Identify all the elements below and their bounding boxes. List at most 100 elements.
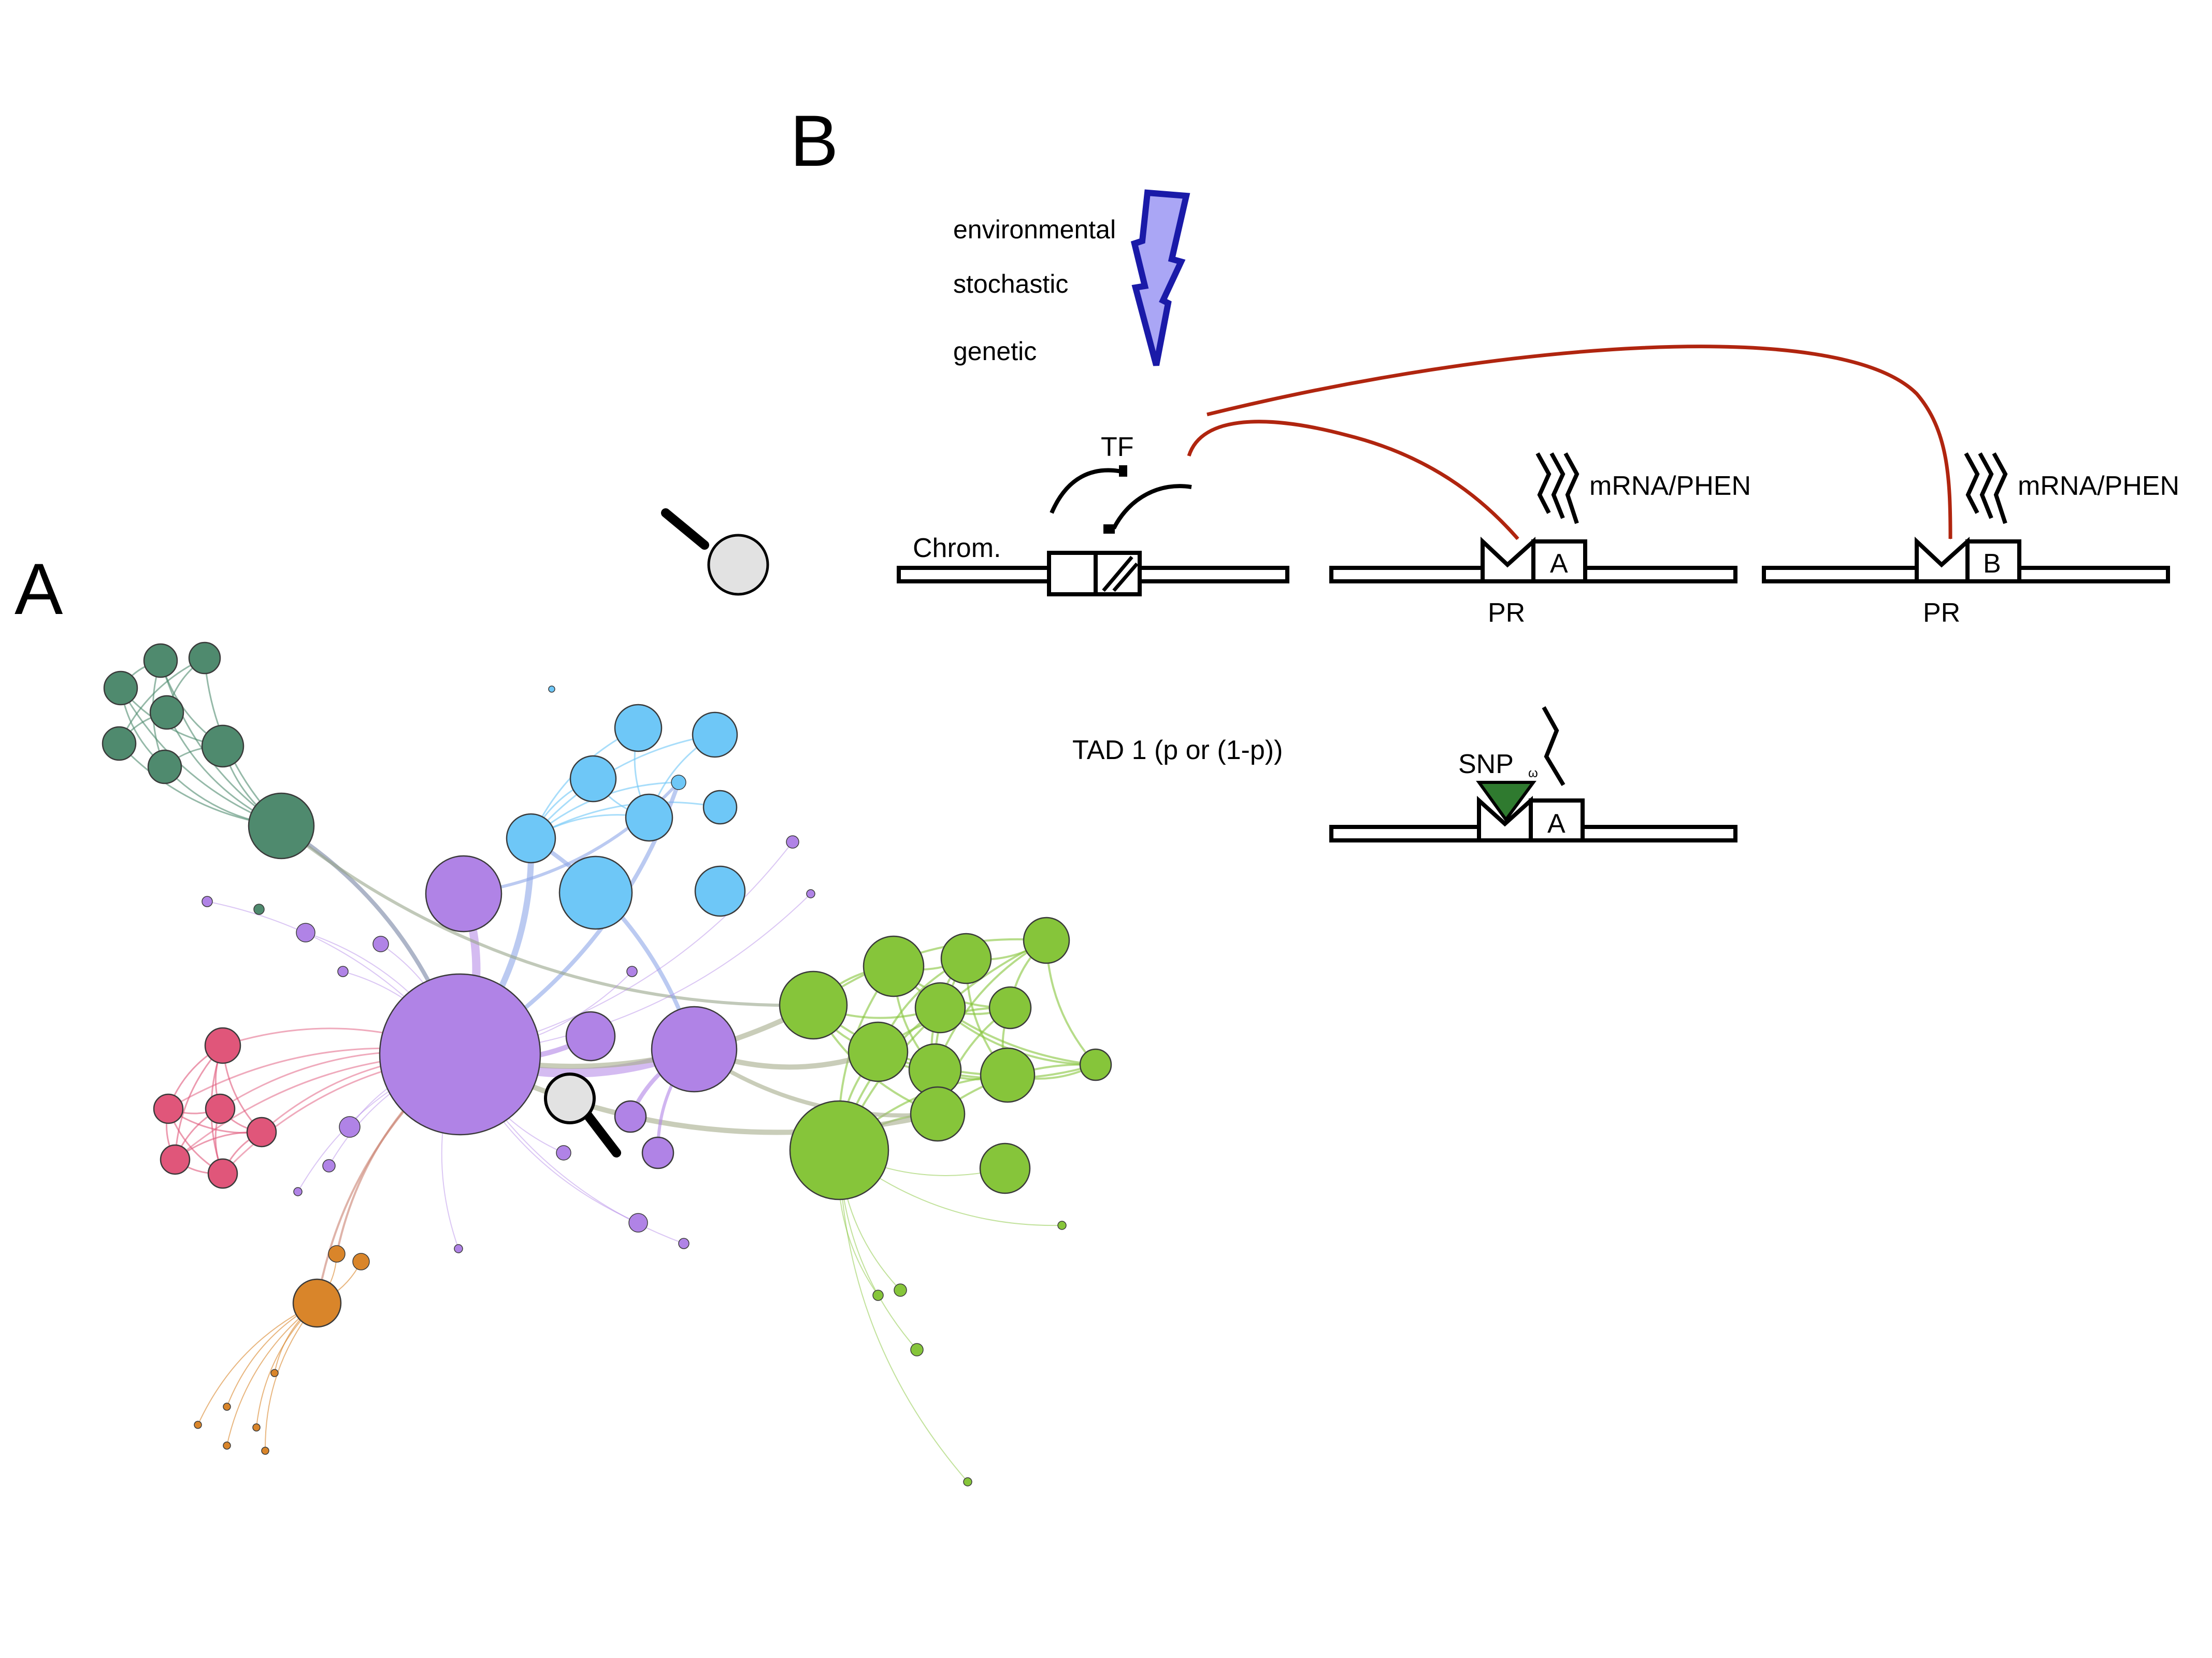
network-node-purple: [565, 1011, 616, 1062]
snp-triangle-icon: [1476, 781, 1536, 823]
network-node-dark-green: [143, 643, 178, 678]
network-node-purple: [322, 1159, 336, 1173]
network-node-orange: [328, 1245, 346, 1263]
network-edge: [839, 1150, 968, 1482]
network-node-blue: [506, 813, 556, 864]
network-node-orange: [252, 1423, 261, 1432]
network-node-blue: [548, 685, 555, 693]
hatch-line-1: [1102, 555, 1133, 592]
network-node-orange: [292, 1278, 342, 1328]
network-node-blue: [671, 775, 686, 790]
regulation-arrow-to-b: [1206, 345, 1952, 540]
snp-sub-label: ω: [1528, 766, 1538, 780]
network-node-orange: [270, 1369, 279, 1377]
network-node-red: [207, 1158, 238, 1189]
hatch-line-2: [1112, 562, 1139, 592]
network-node-light-green: [872, 1290, 884, 1301]
snp-gene-box: [1529, 798, 1585, 842]
network-node-light-green: [848, 1021, 909, 1082]
tf-label: TF: [1101, 432, 1134, 462]
network-node-dark-green: [147, 749, 182, 784]
panel-b-label: B: [790, 100, 838, 181]
network-node-purple: [626, 966, 638, 977]
network-node-blue: [614, 704, 663, 752]
network-node-light-green: [979, 1142, 1031, 1194]
network-node-light-green: [863, 935, 925, 997]
tf-binding-tip-2: [1103, 524, 1115, 534]
network-node-light-green: [779, 970, 848, 1040]
snp-gene-label: A: [1547, 809, 1565, 839]
network-node-blue: [694, 865, 746, 917]
network-node-dark-green: [149, 695, 184, 730]
network-node-purple: [454, 1244, 463, 1253]
network-node-light-green: [980, 1047, 1036, 1103]
regulation-arrow-to-a: [1187, 420, 1519, 540]
mrna-label-a: mRNA/PHEN: [1589, 471, 1751, 501]
network-node-blue: [569, 755, 617, 803]
network-node-dark-green: [103, 670, 138, 706]
network-node-dark-green: [248, 792, 315, 860]
network-node-blue: [702, 790, 738, 825]
network-node-purple: [337, 966, 349, 977]
network-node-light-green: [910, 1343, 924, 1356]
network-node-red: [204, 1027, 241, 1064]
network-node-purple: [786, 835, 799, 849]
network-node-dark-green: [188, 641, 221, 675]
tf-binding-arc-2: [1112, 484, 1192, 530]
network-node-light-green: [940, 933, 992, 984]
network-node-light-green: [914, 982, 966, 1034]
network-node-purple: [379, 973, 541, 1136]
network-node-purple: [296, 923, 315, 942]
network-node-dark-green: [253, 904, 265, 915]
network-graph: [102, 641, 1112, 1487]
snp-label: SNP: [1458, 749, 1514, 779]
network-node-blue: [625, 793, 673, 842]
network-node-light-green: [1023, 917, 1070, 964]
tf-binding-arc-1: [1050, 468, 1122, 514]
promoter-notch-b: [1915, 536, 1970, 583]
network-node-purple: [628, 1213, 648, 1233]
network-edge: [280, 824, 814, 1007]
factor-environmental: environmental: [953, 215, 1116, 244]
network-node-purple: [641, 1136, 674, 1169]
network-node-purple: [614, 1100, 647, 1133]
tad-label: TAD 1 (p or (1-p)): [1072, 735, 1283, 765]
network-node-orange: [223, 1403, 231, 1411]
pr-label-a: PR: [1488, 598, 1525, 628]
panel-a-label: A: [15, 548, 63, 630]
network-node-light-green: [1057, 1221, 1067, 1230]
network-node-purple: [425, 855, 502, 933]
network-node-purple: [372, 936, 389, 952]
network-node-dark-green: [102, 726, 137, 761]
network-node-light-green: [789, 1100, 889, 1200]
factor-stochastic: stochastic: [953, 269, 1068, 298]
mrna-wave-b: [1964, 452, 2008, 524]
gene-b-box: [1965, 539, 2021, 583]
network-node-red: [153, 1093, 184, 1124]
mrna-label-b: mRNA/PHEN: [2018, 471, 2179, 501]
network-node-purple: [651, 1006, 738, 1093]
network-node-light-green: [894, 1283, 907, 1297]
magnifying-glass-icon: [661, 508, 769, 596]
promoter-notch-snp: [1477, 796, 1533, 842]
tf-binding-tip-1: [1119, 465, 1127, 477]
network-node-purple: [678, 1238, 690, 1249]
network-node-orange: [194, 1421, 202, 1429]
network-node-blue: [558, 855, 633, 930]
network-node-red: [160, 1144, 191, 1175]
network-node-light-green: [963, 1477, 972, 1487]
network-node-red: [246, 1117, 277, 1148]
network-node-purple: [556, 1145, 571, 1161]
network-node-purple: [293, 1187, 303, 1196]
gene-a-box: [1531, 539, 1587, 583]
network-edge: [812, 938, 1047, 1006]
pr-label-b: PR: [1923, 598, 1960, 628]
lightning-bolt-icon: [1130, 189, 1190, 366]
network-node-red: [205, 1093, 236, 1124]
network-node-orange: [223, 1441, 231, 1450]
promoter-notch-a: [1481, 536, 1535, 583]
gene-a-label: A: [1550, 549, 1568, 579]
network-node-dark-green: [201, 724, 245, 768]
mrna-wave-a: [1535, 452, 1579, 524]
